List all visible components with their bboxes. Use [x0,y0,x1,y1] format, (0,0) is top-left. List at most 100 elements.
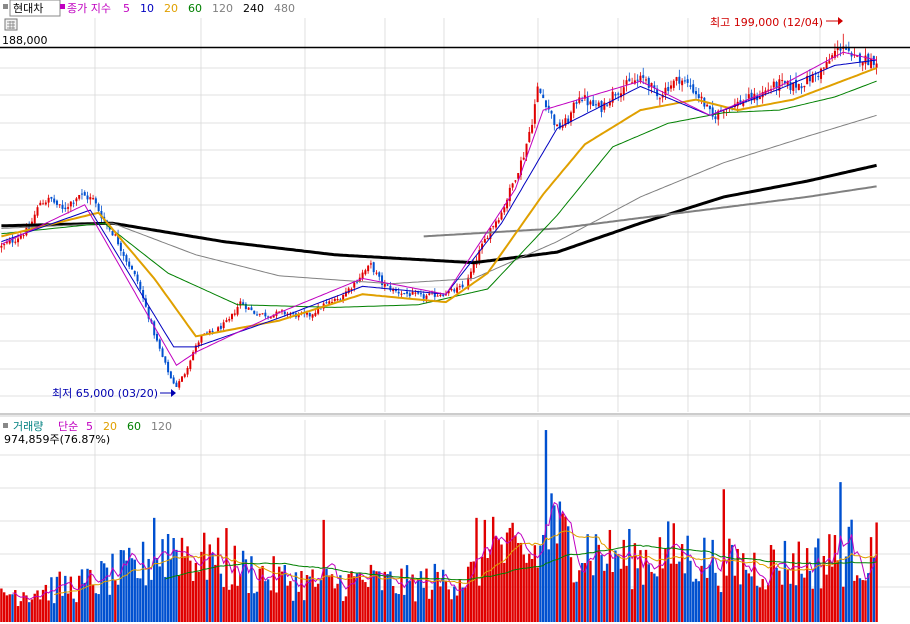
candle-body [161,348,164,357]
volume-bar [466,566,470,622]
volume-bar [280,571,284,622]
candle-body [686,79,689,83]
volume-ma-title[interactable]: 단순 [58,420,78,433]
volume-ma-legend-item-5[interactable]: 5 [86,420,93,433]
candle-body [542,94,545,99]
candle-body [714,116,717,120]
volume-bar [803,577,806,622]
volume-bar [833,535,837,622]
volume-bar [311,569,314,622]
volume-bar [416,578,420,622]
candle-body [261,313,264,315]
candle-body [864,55,867,64]
candle-body [111,231,114,236]
candle-body [142,290,145,299]
candle-body [372,262,375,273]
volume-bar [605,563,609,622]
volume-bar [769,545,773,622]
ma-legend-item-480[interactable]: 480 [274,2,295,15]
volume-bar [742,553,745,622]
volume-bar [102,563,106,622]
candle-body [614,94,617,96]
candle-body [469,271,472,279]
volume-bar [653,573,656,622]
symbol-label[interactable]: 현대차 [13,2,43,15]
volume-title[interactable]: 거래량 [13,420,43,433]
volume-ma-legend-item-60[interactable]: 60 [127,420,141,433]
candle-body [339,299,342,301]
volume-bar [203,532,206,622]
ma-line-20 [1,67,877,338]
candle-body [180,376,183,382]
volume-bar [125,560,128,622]
volume-bar [494,536,498,622]
volume-bar [355,573,359,622]
volume-bar [433,563,437,622]
candle-body [19,235,22,239]
volume-bar [241,550,245,622]
volume-bar [822,555,826,622]
candle-body [403,292,406,294]
volume-bar [30,599,34,622]
candle-body [144,298,147,307]
volume-bar [380,590,384,622]
candle-body [692,84,695,93]
ma-legend-item-20[interactable]: 20 [164,2,178,15]
volume-bar [230,584,234,622]
candle-body [572,102,575,113]
candle-body [836,47,839,51]
volume-bar [86,568,89,622]
candle-body [119,242,122,251]
volume-bar [186,546,189,622]
volume-bar [875,522,878,622]
candle-body [761,91,764,98]
panel-toggle-icon-grid [7,21,15,29]
volume-bar [811,588,814,622]
volume-bar [219,573,223,622]
volume-bar [108,594,111,622]
candle-body [450,289,453,291]
volume-ma-legend-item-120[interactable]: 120 [151,420,172,433]
volume-bar [747,573,751,622]
candle-body [800,86,803,89]
candle-body [50,196,53,199]
candle-body [364,270,367,275]
volume-bar [436,571,439,622]
price-grid [0,18,910,412]
volume-bar [472,561,475,622]
ma-title[interactable]: 종가 지수 [67,2,111,15]
candle-body [378,272,381,277]
volume-bar [236,585,239,622]
volume-bar [800,573,803,622]
volume-bar [278,566,281,622]
ma-legend-item-60[interactable]: 60 [188,2,202,15]
volume-bar [22,592,25,622]
candle-body [653,85,656,88]
candle-body [536,86,539,103]
candle-body [317,306,320,314]
volume-ma-legend-item-20[interactable]: 20 [103,420,117,433]
volume-bar [583,563,587,622]
volume-bar [589,560,592,622]
volume-bar [775,567,778,622]
volume-bar [261,565,264,622]
ma-line-480 [423,185,877,238]
ma-legend-item-240[interactable]: 240 [243,2,264,15]
candle-body [242,302,245,305]
candle-body [608,101,611,106]
ma-legend-item-120[interactable]: 120 [212,2,233,15]
volume-bar [508,527,512,622]
volume-bar [761,579,764,622]
volume-bar [147,558,150,622]
ma-legend-item-10[interactable]: 10 [140,2,154,15]
volume-bar [94,593,98,622]
panel-toggle-icon[interactable] [4,18,18,31]
volume-bar [275,592,278,622]
candle-body [556,124,559,127]
volume-bar [366,587,370,622]
volume-bar [575,581,578,622]
candle-body [419,293,422,295]
volume-bar [550,493,553,622]
ma-legend-item-5[interactable]: 5 [123,2,130,15]
